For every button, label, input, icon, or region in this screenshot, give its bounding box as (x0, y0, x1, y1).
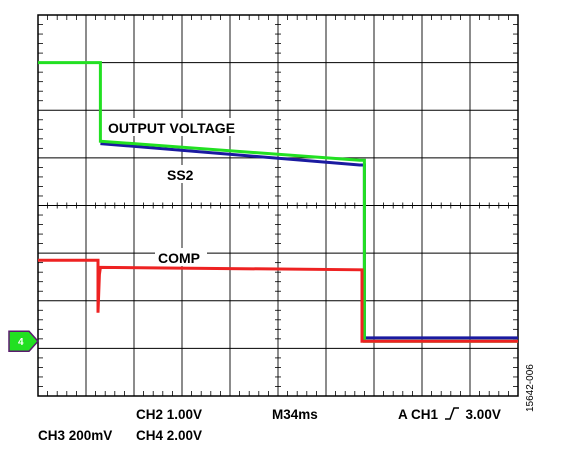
ground-marker-label: 4 (18, 337, 24, 348)
rising-edge-icon (444, 407, 459, 420)
trigger-level: 3.00V (465, 407, 501, 422)
ch4-setting: CH4 2.00V (136, 428, 203, 443)
label-output-voltage: OUTPUT VOLTAGE (108, 120, 235, 136)
label-ss2: SS2 (167, 167, 194, 183)
grid (38, 15, 518, 396)
figure-id: 15642-006 (525, 364, 536, 412)
trigger-setting: A CH1 3.00V (398, 407, 501, 422)
ground-marker-shape (8, 330, 40, 352)
ground-marker-ch4: 4 (8, 330, 40, 352)
trigger-source: A CH1 (398, 407, 439, 422)
timebase: M34ms (272, 407, 318, 422)
label-comp: COMP (158, 250, 200, 266)
ch2-setting: CH2 1.00V (136, 407, 203, 422)
traces (38, 61, 518, 343)
trace-comp (38, 258, 518, 343)
trace-labels: OUTPUT VOLTAGE SS2 COMP (106, 118, 259, 266)
ch3-setting: CH3 200mV (38, 428, 113, 443)
